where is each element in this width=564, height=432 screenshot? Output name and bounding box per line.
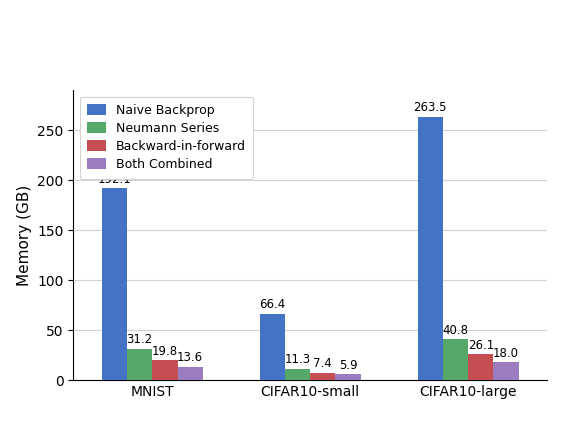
- Bar: [443, 340, 468, 380]
- Text: 263.5: 263.5: [413, 102, 447, 114]
- Bar: [152, 360, 178, 380]
- Text: 18.0: 18.0: [493, 346, 519, 360]
- Text: 40.8: 40.8: [443, 324, 469, 337]
- Text: 5.9: 5.9: [339, 359, 358, 372]
- Bar: [102, 188, 127, 380]
- Y-axis label: Memory (GB): Memory (GB): [17, 184, 32, 286]
- Text: 19.8: 19.8: [152, 345, 178, 358]
- Bar: [259, 314, 285, 380]
- Text: 11.3: 11.3: [284, 353, 311, 366]
- Bar: [178, 367, 203, 380]
- Text: 7.4: 7.4: [314, 357, 332, 370]
- Bar: [285, 369, 310, 380]
- Legend: Naive Backprop, Neumann Series, Backward-in-forward, Both Combined: Naive Backprop, Neumann Series, Backward…: [80, 97, 253, 178]
- Bar: [494, 362, 519, 380]
- Text: 192.1: 192.1: [98, 173, 131, 186]
- Text: 31.2: 31.2: [126, 334, 153, 346]
- Bar: [417, 117, 443, 380]
- Text: 26.1: 26.1: [468, 339, 494, 352]
- Bar: [127, 349, 152, 380]
- Bar: [468, 354, 494, 380]
- Bar: [336, 374, 361, 380]
- Text: 13.6: 13.6: [177, 351, 203, 364]
- Text: 66.4: 66.4: [259, 299, 285, 311]
- Bar: [310, 373, 336, 380]
